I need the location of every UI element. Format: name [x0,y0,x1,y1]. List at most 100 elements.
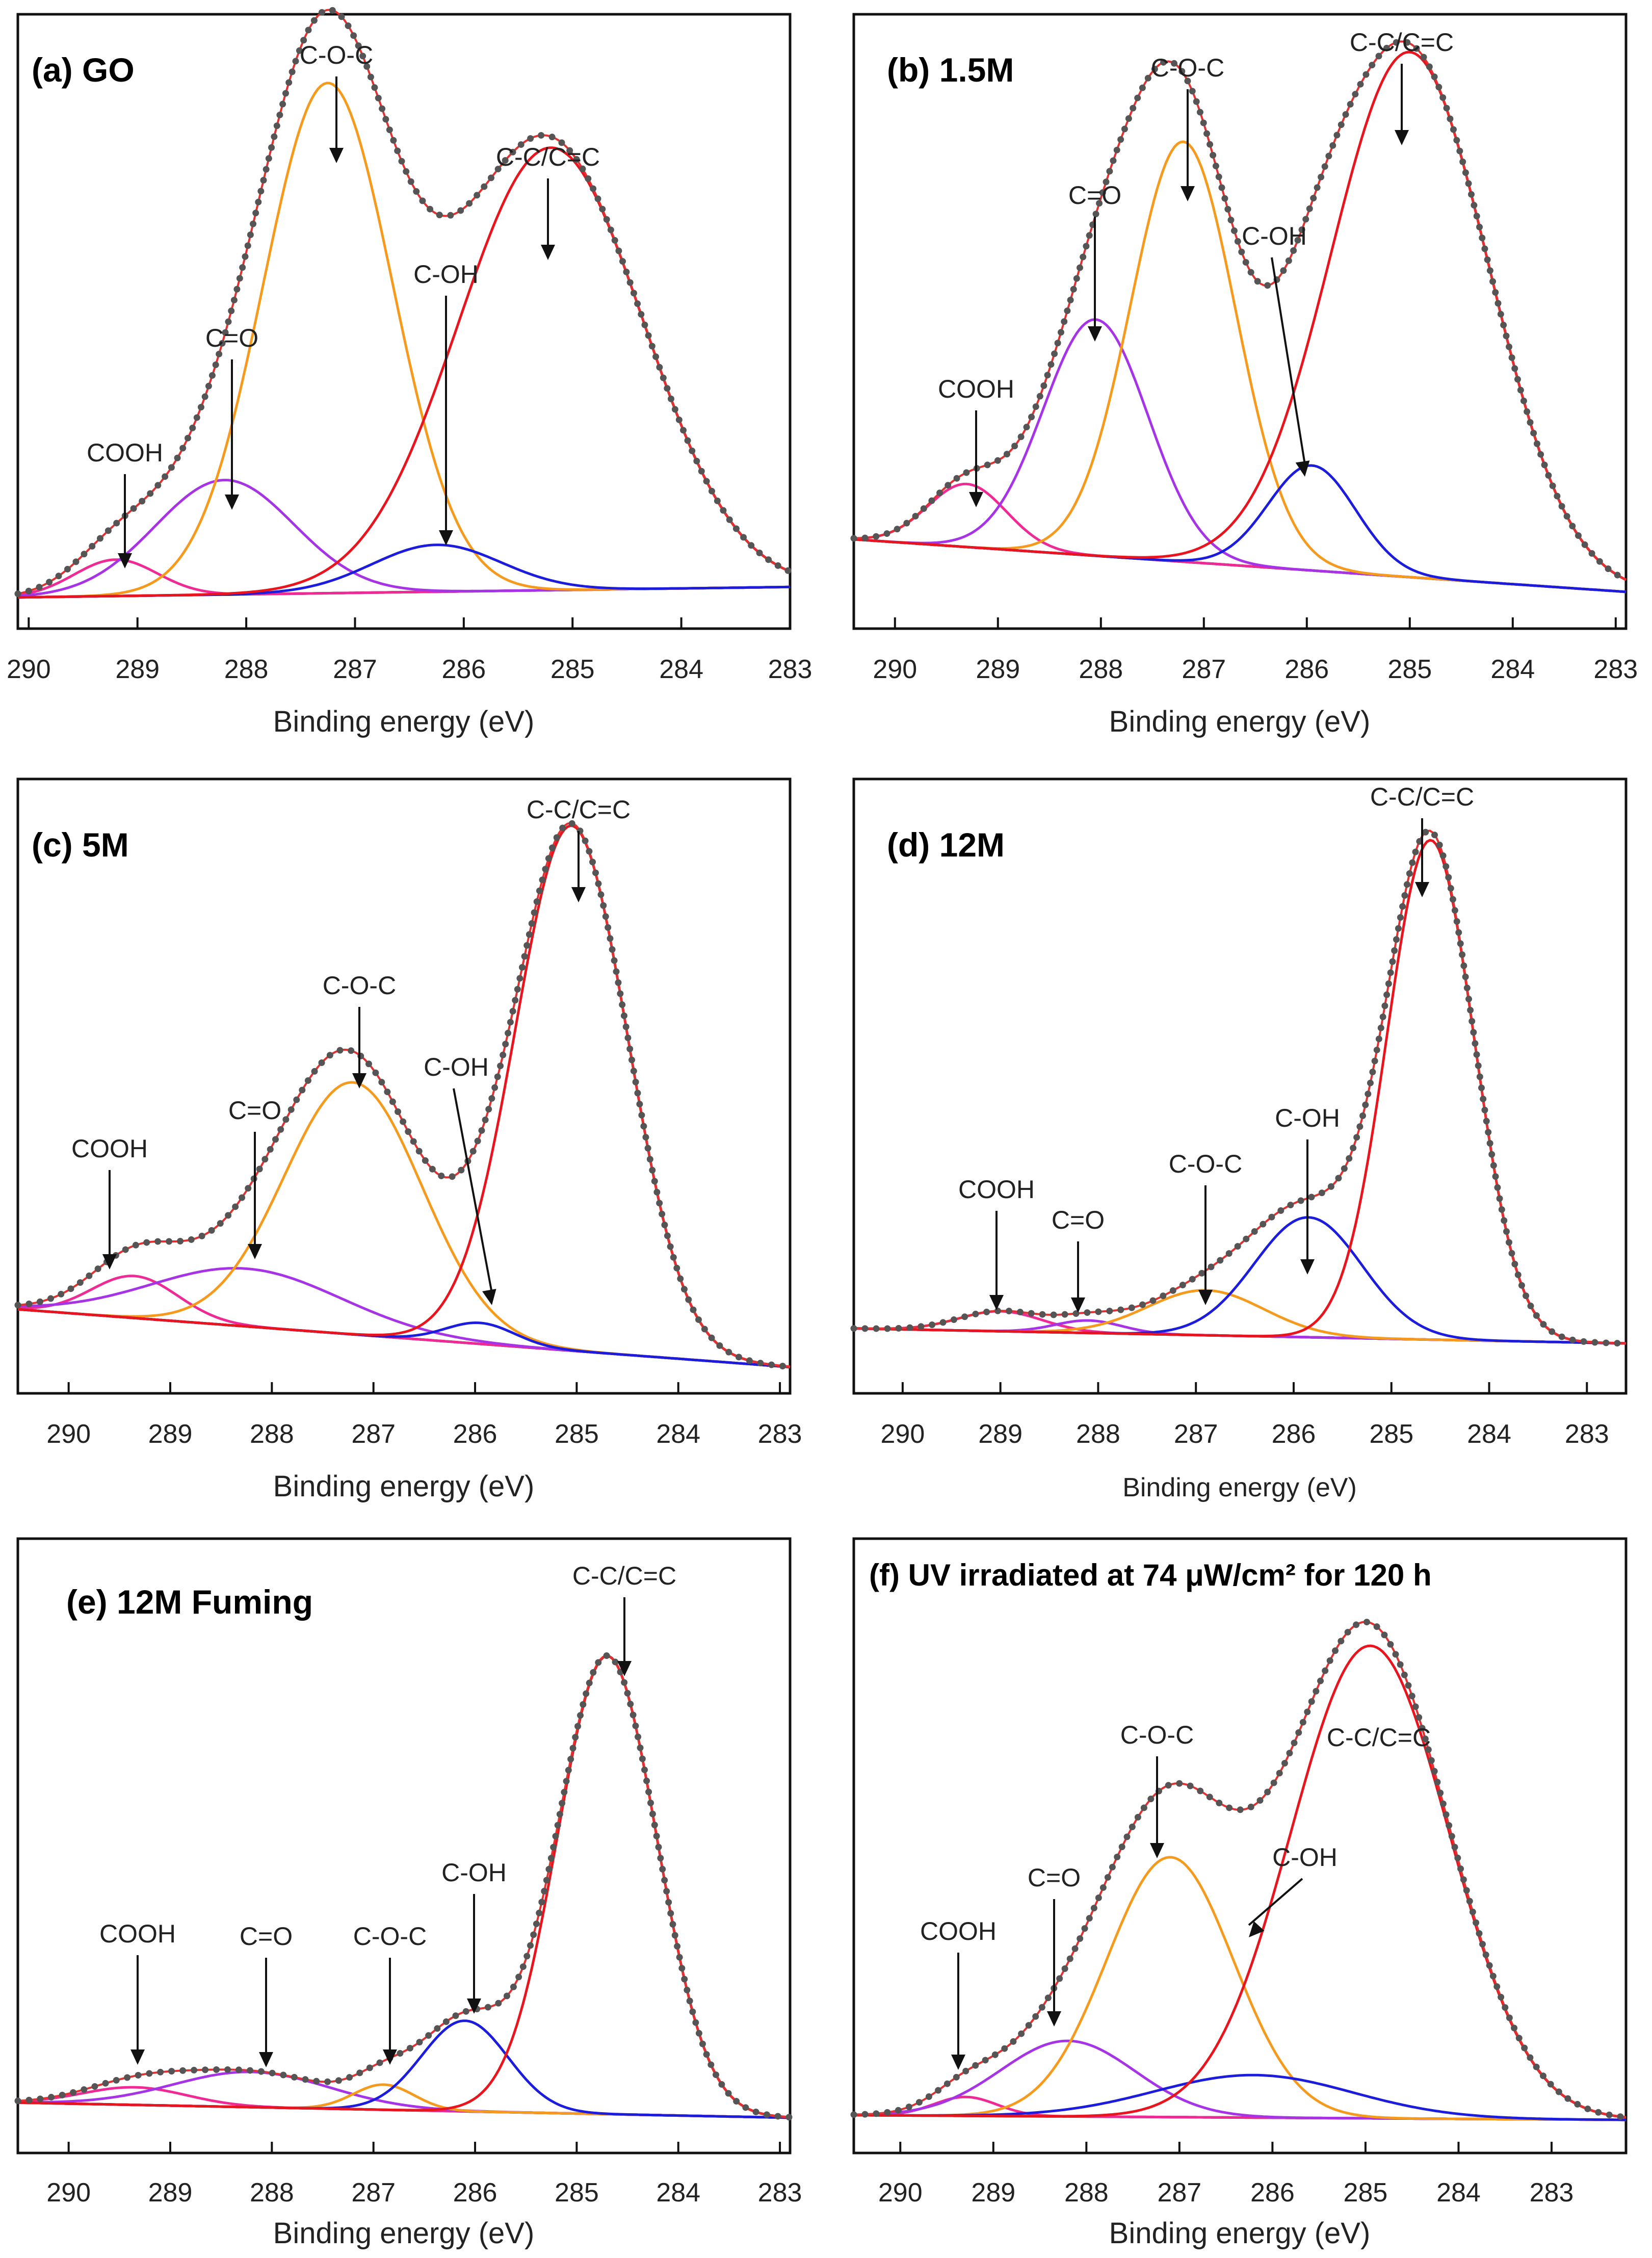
panel-f-tick-label-285: 285 [1344,2178,1388,2208]
panel-a-arrowhead-c-o-c [329,148,344,163]
panel-d-label-c-o: C=O [1052,1206,1105,1234]
panel-e-label-c-c-c-c: C-C/C=C [572,1562,676,1590]
panel-f-annotations: COOH C=O C-O-C C-OH C-C/C=C [920,1721,1431,2070]
panel-b-annotations: COOH C=O C-O-C C-OH C-C/C=C [938,28,1454,507]
panel-e-arrowhead-c-o [259,2052,273,2067]
panel-f-tick-label-290: 290 [878,2178,923,2208]
panel-e-tick-label-290: 290 [46,2178,91,2208]
panel-f-label-c-oh: C-OH [1272,1843,1338,1872]
panel-a-tick-label-286: 286 [441,655,486,684]
panel-c-label-cooh: COOH [71,1134,148,1163]
panel-c-tick-label-283: 283 [758,1419,802,1449]
panel-f-tick-label-283: 283 [1530,2178,1574,2208]
panel-b-tick-label-287: 287 [1182,655,1226,684]
panel-e-label-c-o-c: C-O-C [353,1922,427,1951]
panel-d-arrowhead-c-c-c-c [1415,882,1429,897]
panel-b-tick-label-286: 286 [1284,655,1329,684]
panel-b-arrow-c-oh [1271,257,1306,465]
panel-f-arrow-c-oh [1248,1878,1303,1926]
panel-e-tick-label-288: 288 [250,2178,294,2208]
panel-e-label-cooh: COOH [99,1919,176,1948]
panel-f-frame [852,1537,1628,2155]
panel-d-label-c-o-c: C-O-C [1169,1150,1242,1178]
panel-d-x-ticks: 290 289 288 287 286 285 284 283 [881,1382,1609,1449]
panel-e-arrowhead-c-o-c [383,2049,397,2065]
panel-a-tick-label-284: 284 [659,655,703,684]
panel-d-annotations: COOH C=O C-O-C C-OH C-C/C=C [958,783,1474,1313]
panel-d-arrowhead-c-oh [1300,1259,1315,1275]
panel-d-measured-spectrum [850,827,1630,1347]
panel-a-plot [14,6,794,599]
panel-e-annotations: COOH C=O C-O-C C-OH C-C/C=C [99,1562,676,2067]
panel-e-plot [14,1652,794,2121]
panel-d-plot [850,827,1630,1347]
panel-f-arrowhead-c-oh [1249,1921,1265,1937]
panel-d-tick-label-284: 284 [1467,1419,1511,1449]
panel-b-tick-label-290: 290 [873,655,917,684]
panel-b: (b) 1.5M 290 289 288 287 286 285 284 283 Bindin… [850,13,1638,738]
panel-e-title: (e) 12M Fuming [66,1583,313,1621]
panel-c-label-c-o: C=O [228,1096,281,1125]
panel-b-tick-label-288: 288 [1079,655,1123,684]
panel-c-arrowhead-c-o [248,1244,262,1259]
panel-e: (e) 12M Fuming 290 289 288 287 286 285 284 283 … [14,1537,802,2250]
panel-b-label-c-c-c-c: C-C/C=C [1350,28,1454,57]
panel-c-tick-label-285: 285 [555,1419,599,1449]
panel-e-tick-label-283: 283 [758,2178,802,2208]
panel-a-arrowhead-c-c-c-c [541,245,555,260]
panel-b-plot [850,38,1630,593]
panel-d-label-c-c-c-c: C-C/C=C [1370,783,1474,811]
panel-d-tick-label-289: 289 [978,1419,1022,1449]
panel-f-arrowhead-c-o [1047,2011,1061,2027]
panel-a-label-c-o-c: C-O-C [300,41,373,69]
panel-e-arrowhead-cooh [130,2049,145,2065]
panel-a-tick-label-290: 290 [7,655,51,684]
panel-f-measured-spectrum [850,1618,1630,2121]
panel-a-x-ticks: 290 289 288 287 286 285 284 283 [7,617,812,684]
panel-a-tick-label-287: 287 [333,655,377,684]
panel-d-tick-label-288: 288 [1076,1419,1120,1449]
panel-b-arrowhead-cooh [969,492,983,507]
panel-c: (c) 5M 290 289 288 287 286 285 284 283 Binding … [14,777,802,1503]
panel-f-peak-c-o-c [853,1856,1626,2121]
panel-c-arrowhead-cooh [102,1254,117,1269]
panel-a-annotations: COOH C=O C-O-C C-OH C-C/C=C [87,41,600,568]
panel-a-frame [16,13,792,630]
panel-e-tick-label-287: 287 [351,2178,396,2208]
panel-e-label-c-o: C=O [240,1922,293,1951]
panel-f-arrowhead-c-o-c [1150,1843,1164,1858]
panel-a-tick-label-283: 283 [768,655,812,684]
panel-d-tick-label-287: 287 [1174,1419,1218,1449]
panel-b-arrowhead-c-o [1088,326,1102,342]
panel-e-arrowhead-c-c-c-c [617,1661,632,1676]
panel-c-x-ticks: 290 289 288 287 286 285 284 283 [46,1382,802,1449]
panel-c-arrowhead-c-c-c-c [571,887,586,902]
panel-c-tick-label-288: 288 [250,1419,294,1449]
panel-e-label-c-oh: C-OH [441,1858,507,1887]
panel-b-label-c-oh: C-OH [1242,222,1307,250]
panel-a-tick-label-288: 288 [224,655,269,684]
panel-b-label-c-o: C=O [1068,181,1121,210]
panel-f-x-ticks: 290 289 288 287 286 285 284 283 [878,2142,1574,2208]
panel-e-measured-spectrum [14,1652,794,2121]
panel-d-tick-label-285: 285 [1369,1419,1413,1449]
panel-a-fit-envelope [17,9,791,595]
panel-c-tick-label-290: 290 [46,1419,91,1449]
panel-b-label-c-o-c: C-O-C [1151,54,1224,82]
panel-a-tick-label-285: 285 [550,655,595,684]
panel-c-tick-label-286: 286 [453,1419,497,1449]
panel-e-tick-label-286: 286 [453,2178,497,2208]
panel-b-x-axis-label: Binding energy (eV) [1109,705,1371,738]
panel-c-label-c-c-c-c: C-C/C=C [527,795,631,824]
panel-e-tick-label-289: 289 [148,2178,193,2208]
panel-f-label-cooh: COOH [920,1917,997,1945]
panel-c-label-c-oh: C-OH [424,1053,489,1081]
panel-a-tick-label-289: 289 [115,655,160,684]
panel-d: (d) 12M 290 289 288 287 286 285 284 283 Binding… [850,777,1630,1502]
panel-d-arrowhead-c-o [1071,1297,1085,1313]
panel-f-x-axis-label: Binding energy (eV) [1109,2217,1371,2250]
panel-f: (f) UV irradiated at 74 μW/cm² for 120 h… [850,1537,1630,2250]
panel-c-annotations: COOH C=O C-O-C C-OH C-C/C=C [71,795,631,1305]
panel-b-x-ticks: 290 289 288 287 286 285 284 283 [873,617,1638,684]
panel-b-label-cooh: COOH [938,375,1014,403]
